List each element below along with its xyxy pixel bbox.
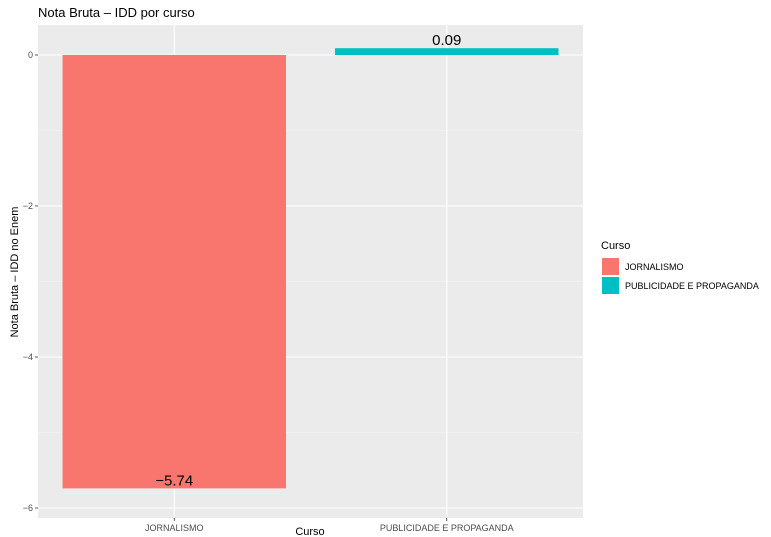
bar-value-label: 0.09 xyxy=(432,32,461,49)
y-tick-label: −6 xyxy=(23,503,33,513)
legend-label: JORNALISMO xyxy=(625,262,684,272)
legend-title: Curso xyxy=(601,240,630,252)
bar xyxy=(335,48,559,55)
y-axis-ticks: 0 −2 −4 −6 xyxy=(23,50,38,513)
x-axis-label: Curso xyxy=(295,526,324,537)
bar xyxy=(62,55,286,489)
legend-label: PUBLICIDADE E PROPAGANDA xyxy=(625,281,759,291)
legend-swatch xyxy=(602,258,619,275)
x-tick-label: PUBLICIDADE E PROPAGANDA xyxy=(380,523,514,533)
x-tick-label: JORNALISMO xyxy=(145,523,204,533)
x-axis-ticks: JORNALISMO PUBLICIDADE E PROPAGANDA xyxy=(145,518,514,533)
legend: Curso JORNALISMO PUBLICIDADE E PROPAGANDA xyxy=(601,240,759,294)
legend-items: JORNALISMO PUBLICIDADE E PROPAGANDA xyxy=(602,258,759,294)
y-tick-label: −2 xyxy=(23,201,33,211)
y-tick-label: −4 xyxy=(23,352,33,362)
y-axis-label: Nota Bruta – IDD no Enem xyxy=(9,207,21,338)
y-tick-label: 0 xyxy=(28,50,33,60)
chart-title: Nota Bruta – IDD por curso xyxy=(38,5,195,20)
bar-labels: −5.74 0.09 xyxy=(155,32,461,489)
bar-value-label: −5.74 xyxy=(155,472,193,489)
legend-swatch xyxy=(602,277,619,294)
bars xyxy=(62,48,559,489)
